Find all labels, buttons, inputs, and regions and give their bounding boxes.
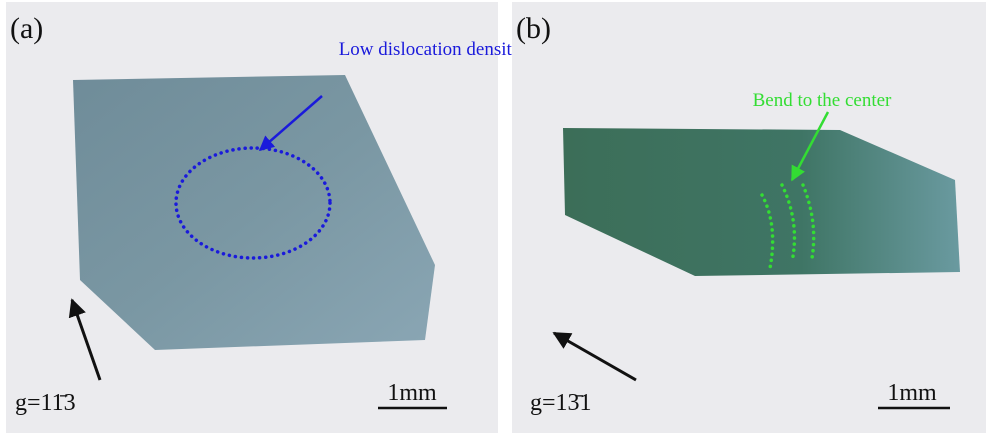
g-vector: g=11̄3 [15,390,76,416]
panel-a: Low dislocation density (a) g=11̄3 1mm [6,2,522,433]
figure: Low dislocation density (a) g=11̄3 1mm B… [0,0,988,435]
page: Low dislocation density (a) g=11̄3 1mm B… [0,0,988,435]
annotation: Bend to the center [753,90,892,111]
annotation: Low dislocation density [339,39,522,60]
panel-label: (a) [10,12,43,45]
panel-b: Bend to the center (b) g=13̄1 1mm [512,2,986,433]
scale-bar-label: 1mm [887,380,937,406]
g-vector: g=13̄1 [530,390,592,416]
panel-label: (b) [516,12,551,45]
scale-bar-label: 1mm [387,380,437,406]
